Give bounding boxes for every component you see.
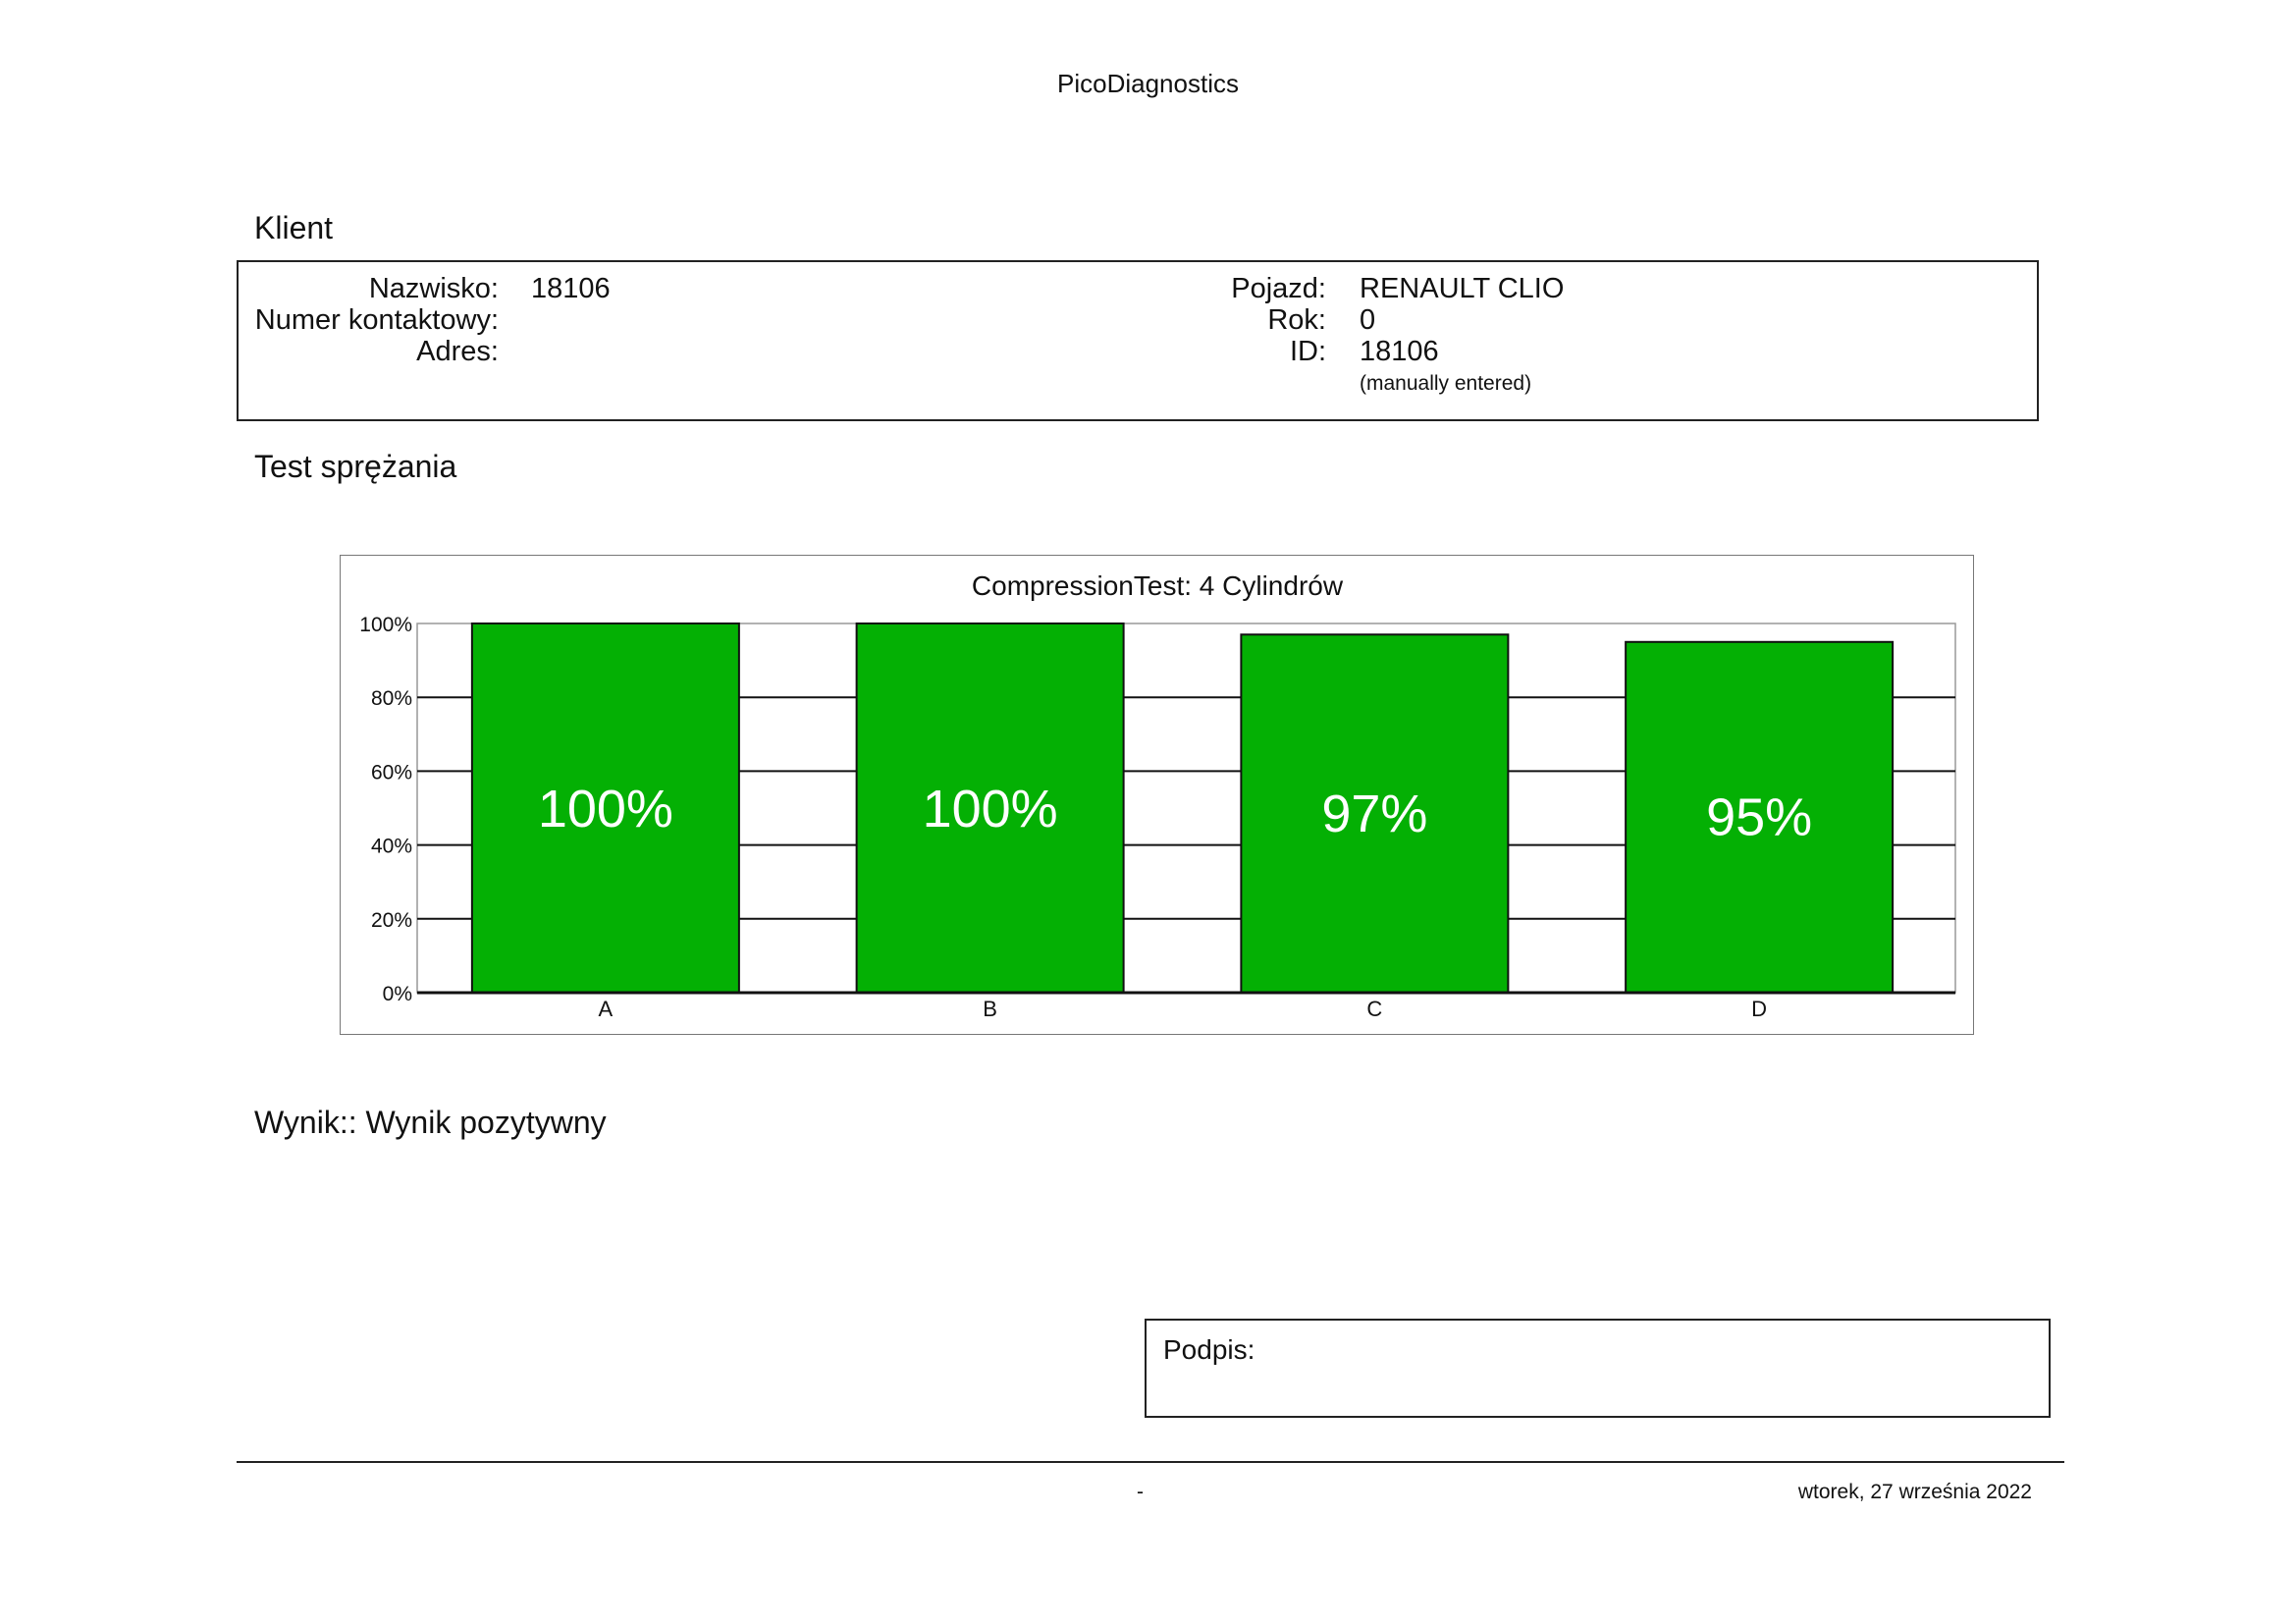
y-tick-label: 80%: [371, 687, 412, 710]
vehicle-label: Pojazd:: [1231, 273, 1326, 304]
bar-value-label: 100%: [923, 780, 1058, 839]
vehicle-value: RENAULT CLIO: [1360, 273, 1565, 304]
y-tick-label: 60%: [371, 761, 412, 784]
signature-box: Podpis:: [1145, 1319, 2051, 1418]
y-tick-label: 40%: [371, 836, 412, 858]
address-label: Adres:: [416, 336, 499, 367]
bar: [1240, 633, 1510, 994]
y-tick-label: 20%: [371, 909, 412, 932]
footer-divider: [237, 1461, 2064, 1463]
vehicle-id-value: 18106: [1360, 336, 1439, 367]
contact-number-label: Numer kontaktowy:: [254, 304, 499, 336]
bar: [1625, 640, 1895, 995]
footer-date: wtorek, 27 września 2022: [1797, 1481, 2032, 1503]
bar-value-label: 95%: [1706, 787, 1812, 846]
vehicle-id-label: ID:: [1289, 336, 1326, 367]
x-tick-label: C: [1366, 997, 1382, 1021]
client-info-box: [237, 260, 2039, 421]
y-tick-label: 0%: [383, 983, 412, 1005]
report-header-title: PicoDiagnostics: [1057, 69, 1239, 98]
y-tick-label: 100%: [359, 614, 412, 636]
x-tick-label: D: [1751, 997, 1767, 1021]
client-section-title: Klient: [254, 210, 334, 245]
footer-page-number: -: [1137, 1481, 1144, 1503]
test-section-title: Test sprężania: [254, 449, 457, 484]
bar-value-label: 97%: [1321, 785, 1427, 843]
surname-label: Nazwisko:: [368, 273, 499, 304]
surname-value: 18106: [531, 273, 611, 304]
chart-title: CompressionTest: 4 Cylindrów: [972, 570, 1344, 601]
x-tick-label: B: [983, 997, 997, 1021]
x-tick-label: A: [599, 997, 614, 1021]
chart-plot-area: 0% 20% 40% 60% 80% 100% 100% A 100% B 97% C 95% D: [359, 614, 1956, 1021]
vehicle-id-note: (manually entered): [1360, 372, 1532, 395]
bar-value-label: 100%: [538, 780, 673, 839]
compression-chart: CompressionTest: 4 Cylindrów 0% 20% 40% 60%…: [340, 555, 1974, 1035]
result-text: Wynik:: Wynik pozytywny: [254, 1105, 607, 1140]
bar: [855, 623, 1125, 994]
year-value: 0: [1360, 304, 1376, 336]
signature-label: Podpis:: [1163, 1334, 1255, 1365]
year-label: Rok:: [1267, 304, 1326, 336]
compression-chart-svg: CompressionTest: 4 Cylindrów 0% 20% 40% 60%…: [359, 570, 1956, 1021]
